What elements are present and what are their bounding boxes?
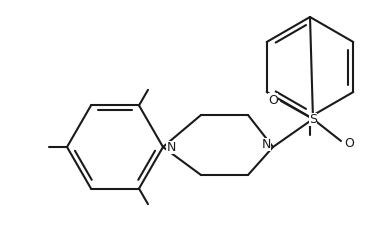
Text: O: O	[268, 93, 278, 106]
Text: S: S	[309, 113, 317, 126]
Text: O: O	[344, 137, 354, 150]
Text: N: N	[166, 141, 176, 154]
Text: N: N	[261, 138, 271, 151]
